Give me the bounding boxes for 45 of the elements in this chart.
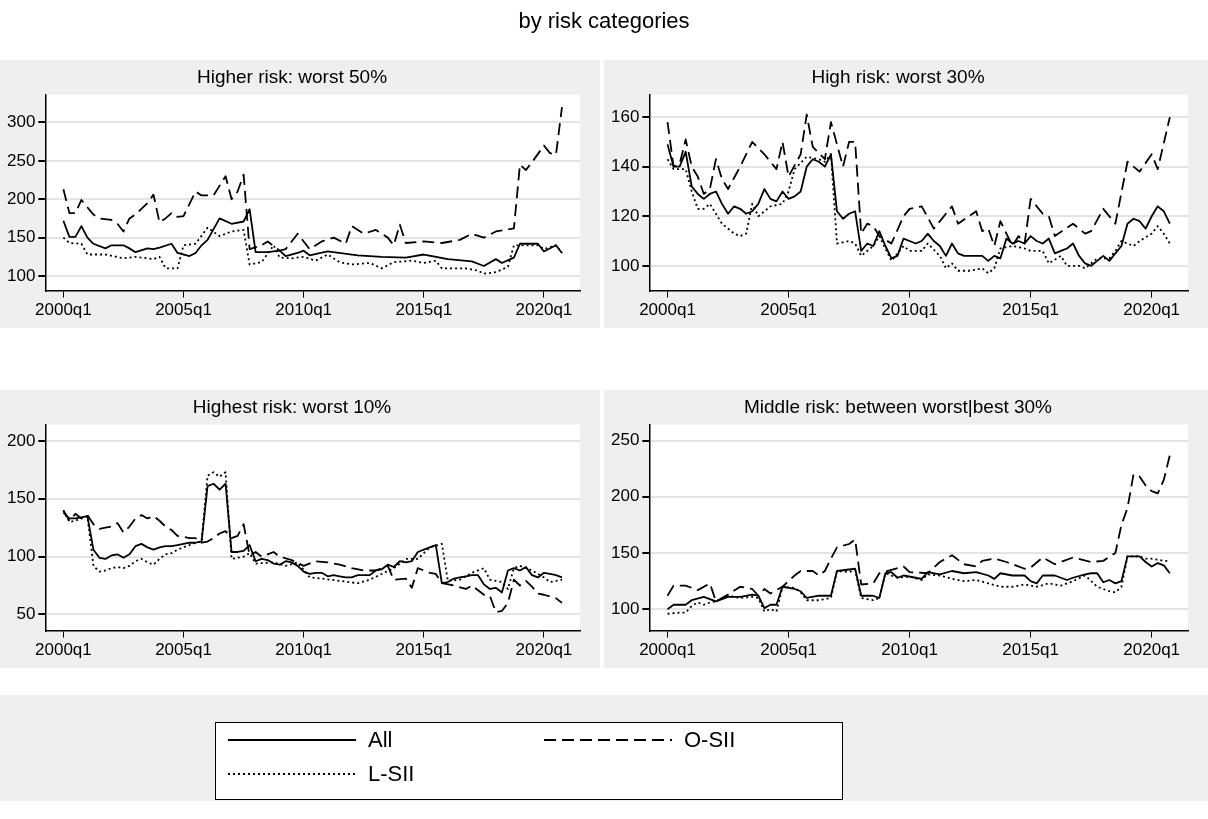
legend-label: All (368, 727, 393, 753)
x-tick-label: 2020q1 (515, 640, 573, 660)
y-tick-label: 50 (16, 604, 36, 624)
y-tick-label: 160 (610, 106, 640, 126)
y-tick-label: 200 (610, 486, 640, 506)
x-tick-label: 2015q1 (395, 300, 453, 320)
chart-title: High risk: worst 30% (811, 65, 985, 87)
x-tick-label: 2015q1 (395, 640, 453, 660)
x-tick-label: 2005q1 (155, 640, 212, 660)
y-tick-label: 200 (6, 188, 36, 208)
chart-title: Middle risk: between worst|best 30% (743, 395, 1053, 417)
x-tick-label: 2010q1 (881, 300, 938, 320)
x-tick-label: 2020q1 (1123, 640, 1181, 660)
y-tick-label: 150 (6, 488, 36, 508)
x-tick-label: 2005q1 (155, 300, 212, 320)
y-tick-label: 100 (6, 546, 36, 566)
legend-label: O-SII (684, 727, 736, 753)
y-tick-label: 300 (6, 112, 36, 132)
x-tick-label: 2000q1 (639, 300, 696, 320)
y-tick-label: 100 (6, 265, 36, 285)
y-tick-label: 100 (610, 255, 640, 275)
chart-title: Higher risk: worst 50% (196, 65, 388, 87)
chart-title: Highest risk: worst 10% (192, 395, 392, 417)
y-tick-label: 150 (6, 227, 36, 247)
y-tick-label: 140 (610, 156, 640, 176)
x-tick-label: 2010q1 (275, 640, 333, 660)
x-tick-label: 2000q1 (35, 300, 92, 320)
x-tick-label: 2020q1 (1123, 300, 1181, 320)
y-tick-label: 250 (610, 430, 640, 450)
x-tick-label: 2000q1 (35, 640, 92, 660)
y-tick-label: 120 (610, 205, 640, 225)
y-tick-label: 100 (610, 598, 640, 618)
x-tick-label: 2010q1 (881, 640, 938, 660)
legend-label: L-SII (368, 761, 415, 787)
y-tick-label: 200 (6, 430, 36, 450)
x-tick-label: 2005q1 (760, 300, 817, 320)
y-tick-label: 250 (6, 150, 36, 170)
text: by risk categories (517, 8, 691, 34)
x-tick-label: 2005q1 (760, 640, 817, 660)
y-tick-label: 150 (610, 542, 640, 562)
x-tick-label: 2000q1 (639, 640, 696, 660)
x-tick-label: 2020q1 (515, 300, 573, 320)
x-tick-label: 2015q1 (1002, 640, 1060, 660)
x-tick-label: 2015q1 (1002, 300, 1060, 320)
x-tick-label: 2010q1 (275, 300, 333, 320)
